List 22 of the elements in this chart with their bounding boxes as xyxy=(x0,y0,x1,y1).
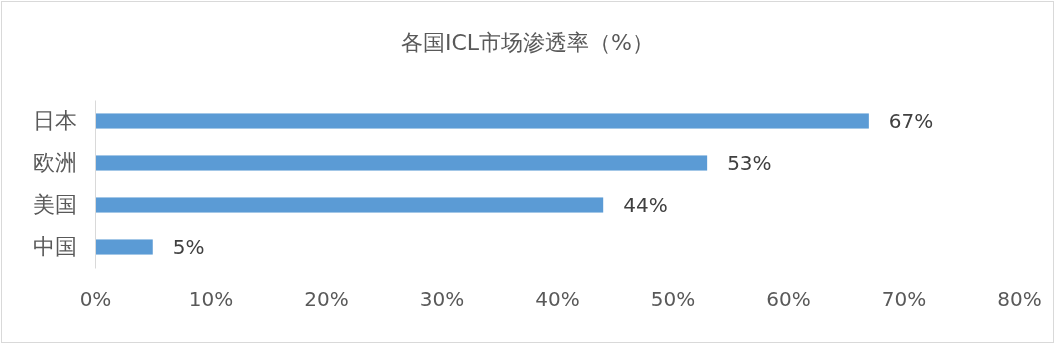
x-tick-label: 50% xyxy=(650,287,696,312)
x-tick-label: 80% xyxy=(997,287,1042,312)
bar xyxy=(95,197,604,213)
y-tick-label: 欧洲 xyxy=(33,150,77,176)
x-tick-label: 20% xyxy=(304,287,349,312)
x-tick-label: 10% xyxy=(188,287,234,312)
x-tick-label: 30% xyxy=(419,287,465,312)
bar xyxy=(95,155,708,171)
bar xyxy=(95,239,153,255)
x-tick-label: 60% xyxy=(766,287,811,312)
bar xyxy=(95,113,869,129)
chart-title: 各国ICL市场渗透率（%） xyxy=(400,30,655,55)
data-label: 5% xyxy=(172,235,205,259)
data-label: 44% xyxy=(623,193,668,217)
data-label: 67% xyxy=(888,109,934,133)
data-label: 53% xyxy=(727,151,772,175)
x-tick-label: 40% xyxy=(535,287,580,312)
x-tick-label: 0% xyxy=(79,287,112,312)
y-tick-label: 美国 xyxy=(33,192,77,218)
y-tick-label: 中国 xyxy=(33,234,77,260)
y-tick-label: 日本 xyxy=(33,108,77,134)
x-tick-label: 70% xyxy=(881,287,927,312)
